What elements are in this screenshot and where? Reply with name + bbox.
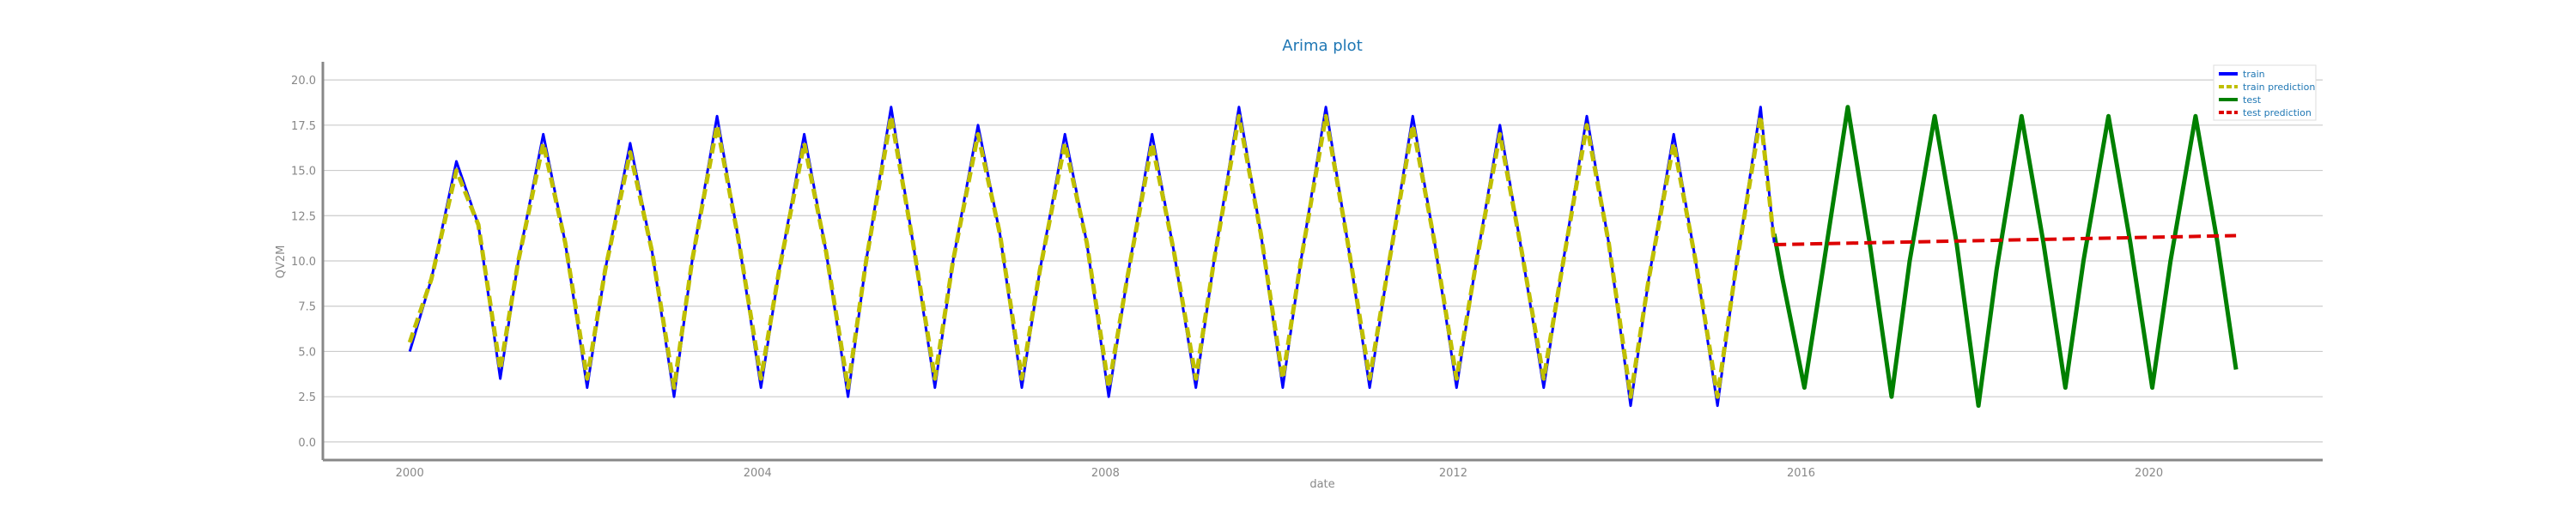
series-test-prediction (1774, 233, 2237, 246)
y-tick-label: 10.0 (291, 256, 316, 269)
series-layer (407, 105, 2239, 409)
y-tick-label: 2.5 (298, 391, 316, 404)
grid-lines (323, 79, 2323, 443)
y-tick-label: 20.0 (291, 75, 316, 88)
x-axis-label: date (1309, 478, 1334, 491)
legend-label: test (2243, 94, 2262, 106)
y-tick-label: 0.0 (298, 437, 316, 450)
x-tick-label: 2016 (1787, 467, 1815, 480)
legend-label: train (2243, 69, 2265, 80)
x-axis-ticks: 2000 2004 2008 2012 2016 2020 (396, 467, 2163, 480)
x-tick-label: 2000 (396, 467, 424, 480)
x-tick-label: 2020 (2135, 467, 2163, 480)
y-tick-label: 15.0 (291, 166, 316, 179)
legend-label: test prediction (2243, 107, 2312, 118)
y-axis-ticks: 0.0 2.5 5.0 7.5 10.0 12.5 15.0 17.5 20.0 (291, 75, 316, 450)
y-tick-label: 17.5 (291, 120, 316, 133)
series-train (408, 106, 1776, 408)
series-train-prediction (407, 113, 1777, 399)
y-tick-label: 12.5 (291, 210, 316, 223)
y-axis-label: QV2M (275, 245, 288, 279)
series-test (1771, 105, 2239, 409)
chart-title: Arima plot (1282, 37, 1363, 55)
x-tick-label: 2004 (744, 467, 772, 480)
x-tick-label: 2008 (1091, 467, 1120, 480)
x-tick-label: 2012 (1439, 467, 1467, 480)
y-tick-label: 7.5 (298, 301, 316, 314)
legend-label: train prediction (2243, 82, 2315, 93)
y-tick-label: 5.0 (298, 346, 316, 359)
